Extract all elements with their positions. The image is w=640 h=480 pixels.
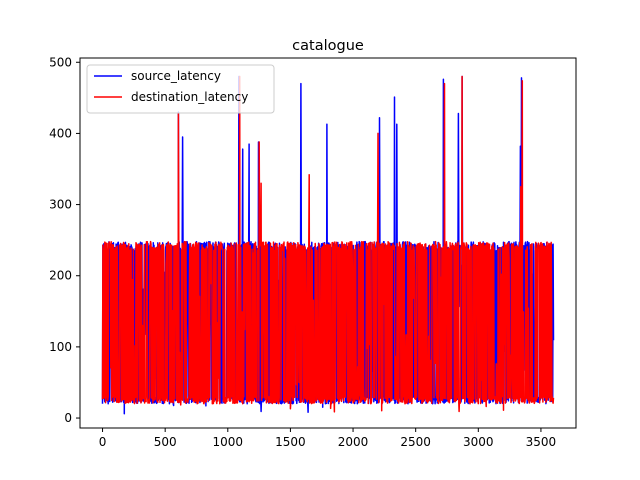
y-tick-label: 500: [49, 55, 72, 69]
x-tick-label: 2000: [338, 435, 369, 449]
legend: source_latency destination_latency: [86, 64, 275, 114]
x-tick-label: 0: [99, 435, 107, 449]
x-tick-label: 500: [154, 435, 177, 449]
x-tick-label: 2500: [400, 435, 431, 449]
chart-title: catalogue: [292, 38, 364, 54]
y-tick-label: 0: [64, 411, 72, 425]
x-tick-label: 1000: [213, 435, 244, 449]
x-tick-label: 3500: [526, 435, 557, 449]
x-tick-label: 1500: [275, 435, 306, 449]
series-layer: [101, 75, 555, 415]
x-axis: 0 500 1000 1500 2000 2500 3000 3500: [99, 428, 556, 449]
legend-label-destination-latency: destination_latency: [131, 90, 248, 104]
plot-frame: [79, 57, 577, 429]
y-tick-label: 200: [49, 269, 72, 283]
y-axis: 0 100 200 300 400 500: [49, 55, 80, 425]
legend-label-source-latency: source_latency: [131, 69, 221, 83]
series-line-destination-latency: [101, 75, 555, 413]
y-tick-label: 300: [49, 198, 72, 212]
legend-box: [86, 64, 275, 114]
y-tick-label: 100: [49, 340, 72, 354]
y-tick-label: 400: [49, 126, 72, 140]
x-tick-label: 3000: [463, 435, 494, 449]
